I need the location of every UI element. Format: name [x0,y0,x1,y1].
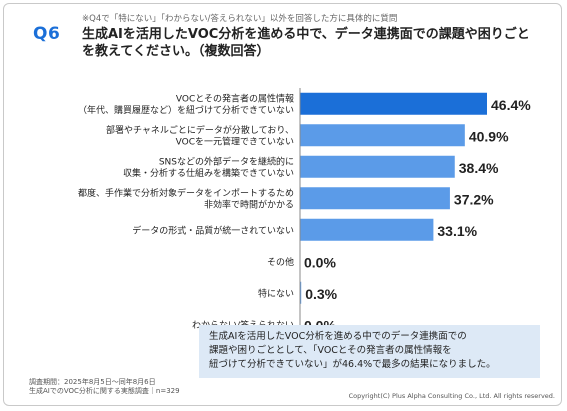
callout-line: 課題や困りごととして、「VOCとその発言者の属性情報を [209,345,452,356]
value-label: 38.4% [459,160,499,176]
category-label: 部署やチャネルごとにデータが分散しており、 [106,124,294,136]
value-label: 37.2% [454,191,494,207]
value-label: 33.1% [437,223,477,239]
category-label: データの形式・品質が統一されていない [132,224,294,236]
value-label: 40.9% [469,128,509,144]
survey-info: 調査期間：2025年8月5日〜同年8月6日 生成AIでのVOC分析に関する実態調… [29,378,180,396]
summary-callout: 生成AIを活用したVOC分析を進める中でのデータ連携面での 課題や困りごととして… [199,325,540,378]
question-badge: Q6 [33,24,61,44]
question-prenote: ※Q4で「特にない」「わからない/答えられない」以外を回答した方に具体的に質問 [82,14,398,24]
bar [300,92,487,115]
category-label: SNSなどの外部データを継続的に [159,156,294,168]
bar [300,281,302,304]
category-label: （年代、購買履歴など）を紐づけて分析できていない [78,104,294,116]
copyright: Copyright(C) Plus Alpha Consulting Co., … [348,392,555,400]
bar [300,187,450,210]
callout-line: 紐づけて分析できていない」が46.4%で最多の結果になりました。 [209,359,496,370]
category-label: 収集・分析する仕組みを構築できていない [123,167,294,179]
survey-name: 生成AIでのVOC分析に関する実態調査｜n=329 [29,387,180,395]
value-label: 0.0% [304,254,336,270]
category-label: 非効率で時間がかかる [204,199,294,211]
category-label: 特にない [258,287,294,299]
survey-period: 調査期間：2025年8月5日〜同年8月6日 [29,378,156,386]
value-label: 0.3% [305,286,337,302]
bar [300,124,465,147]
callout-line: 生成AIを活用したVOC分析を進める中でのデータ連携面での [209,331,467,342]
question-title: 生成AIを活用したVOC分析を進める中で、データ連携面での課題や困りごとを教えて… [82,27,530,59]
category-label: 都度、手作業で分析対象データをインポートするため [78,187,294,199]
category-label: VOCとその発言者の属性情報 [176,93,294,105]
bar [300,155,455,178]
category-label: その他 [267,256,294,268]
value-label: 46.4% [491,97,531,113]
category-label: VOCを一元管理できていない [176,136,294,148]
bar [300,218,434,241]
